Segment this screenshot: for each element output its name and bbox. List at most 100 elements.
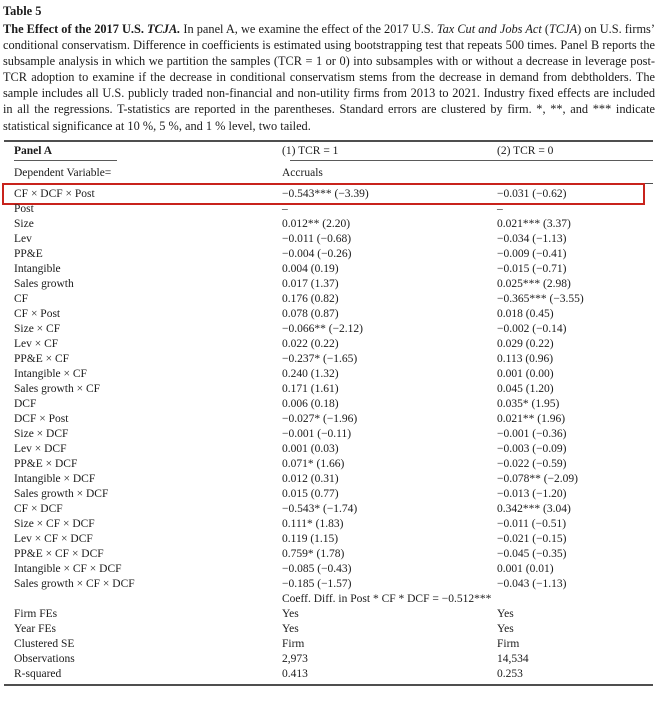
row-value-tcr1: 0.078 (0.87) — [282, 307, 339, 320]
table-row: Size × DCF −0.001 (−0.11) −0.001 (−0.36) — [4, 427, 653, 442]
row-label: DCF × Post — [14, 412, 69, 425]
row-value-tcr1: 0.111* (1.83) — [282, 517, 344, 530]
row-value-tcr1: Yes — [282, 607, 299, 620]
row-label: Size — [14, 217, 34, 230]
row-value-tcr0: 0.045 (1.20) — [497, 382, 554, 395]
row-label: DCF — [14, 397, 37, 410]
table-row: Clustered SE Firm Firm — [4, 637, 653, 652]
row-value-tcr0: −0.001 (−0.36) — [497, 427, 567, 440]
row-value-tcr0: −0.011 (−0.51) — [497, 517, 567, 530]
row-value-tcr1: 0.759* (1.78) — [282, 547, 345, 560]
table-row: Size × CF −0.066** (−2.12) −0.002 (−0.14) — [4, 322, 653, 337]
row-value-tcr1: −0.001 (−0.11) — [282, 427, 352, 440]
table-row: CF × DCF −0.543* (−1.74) 0.342*** (3.04) — [4, 502, 653, 517]
row-label: CF — [14, 292, 29, 305]
table-row: Firm FEs Yes Yes — [4, 607, 653, 622]
row-value-tcr1: 0.022 (0.22) — [282, 337, 339, 350]
row-value-tcr1: 0.012 (0.31) — [282, 472, 339, 485]
row-value-tcr1: 0.012** (2.20) — [282, 217, 351, 230]
row-label: Lev × DCF — [14, 442, 67, 455]
row-label: Intangible × CF × DCF — [14, 562, 122, 575]
table-row: Size × CF × DCF 0.111* (1.83) −0.011 (−0.5… — [4, 517, 653, 532]
row-value-tcr0 — [497, 592, 653, 607]
table-row: Coeff. Diff. in Post * CF * DCF = −0.512… — [4, 592, 653, 607]
table-row: Intangible × CF × DCF −0.085 (−0.43) 0.001… — [4, 562, 653, 577]
row-label: Intangible × DCF — [14, 472, 96, 485]
row-label: Intangible — [14, 262, 61, 275]
table-row: PP&E × CF −0.237* (−1.65) 0.113 (0.96) — [4, 352, 653, 367]
table-row: Intangible 0.004 (0.19) −0.015 (−0.71) — [4, 262, 653, 277]
row-label: Intangible × CF — [14, 367, 87, 380]
caption-body: In panel A, we examine the effect of the… — [180, 22, 437, 36]
row-value-tcr1: 0.119 (1.15) — [282, 532, 339, 545]
row-value-tcr0: 0.035* (1.95) — [497, 397, 560, 410]
row-label: Sales growth × CF — [14, 382, 101, 395]
rule-under-panel-a — [14, 159, 117, 162]
caption-body: ( — [541, 22, 549, 36]
paper-page: Table 5 The Effect of the 2017 U.S. TCJA… — [2, 4, 655, 686]
table-body: CF × DCF × Post −0.543*** (−3.39) −0.031 (… — [2, 183, 653, 682]
table-row: R-squared 0.413 0.253 — [4, 667, 653, 682]
table-row: Lev × DCF 0.001 (0.03) −0.003 (−0.09) — [4, 442, 653, 457]
row-value-tcr1: 0.413 — [282, 667, 308, 680]
row-value-tcr1: Yes — [282, 622, 299, 635]
row-label: Size × DCF — [14, 427, 69, 440]
row-value-tcr0: −0.031 (−0.62) — [497, 187, 567, 200]
row-value-tcr0: −0.078** (−2.09) — [497, 472, 579, 485]
row-value-tcr0: 0.025*** (2.98) — [497, 277, 571, 290]
row-label: CF × DCF × Post — [14, 187, 95, 200]
row-value-tcr1: 0.071* (1.66) — [282, 457, 345, 470]
row-value-tcr0: −0.021 (−0.15) — [497, 532, 567, 545]
rule-under-columns — [290, 159, 653, 162]
caption-bold-lead: The Effect of the 2017 U.S. — [3, 22, 148, 36]
column-header-tcr1: (1) TCR = 1 — [282, 144, 339, 157]
column-header-tcr0: (2) TCR = 0 — [497, 144, 554, 157]
table-row: Sales growth × DCF 0.015 (0.77) −0.013 (−1… — [4, 487, 653, 502]
row-value-tcr0: 14,534 — [497, 652, 529, 665]
row-label: Lev × CF × DCF — [14, 532, 93, 545]
row-value-tcr1: 0.176 (0.82) — [282, 292, 339, 305]
regression-table: Panel A (1) TCR = 1 (2) TCR = 0 Dependen… — [2, 139, 653, 686]
row-value-tcr1: −0.066** (−2.12) — [282, 322, 364, 335]
caption-body: ) on U.S. firms’ conditional conservatis… — [3, 22, 655, 133]
row-value-tcr1: −0.185 (−1.57) — [282, 577, 352, 590]
table-row: Sales growth × CF × DCF −0.185 (−1.57) −0.… — [4, 577, 653, 592]
table-row: Post – – — [4, 202, 653, 217]
row-value-tcr1: Coeff. Diff. in Post * CF * DCF = −0.512… — [282, 592, 492, 605]
row-label: Size × CF — [14, 322, 61, 335]
dependent-variable-value: Accruals — [282, 166, 323, 179]
table-header-row-groups: Panel A (1) TCR = 1 (2) TCR = 0 — [4, 142, 653, 159]
caption-italic-act-name: Tax Cut and Jobs Act — [436, 22, 542, 36]
table-row: PP&E −0.004 (−0.26) −0.009 (−0.41) — [4, 247, 653, 262]
row-label: Lev × CF — [14, 337, 59, 350]
row-label: Firm FEs — [14, 607, 58, 620]
table-row: Lev × CF × DCF 0.119 (1.15) −0.021 (−0.15) — [4, 532, 653, 547]
table-row: Lev × CF 0.022 (0.22) 0.029 (0.22) — [4, 337, 653, 352]
row-value-tcr0: 0.001 (0.01) — [497, 562, 554, 575]
row-value-tcr1: 0.017 (1.37) — [282, 277, 339, 290]
row-value-tcr1: −0.237* (−1.65) — [282, 352, 358, 365]
row-value-tcr0: 0.253 — [497, 667, 523, 680]
row-value-tcr0: −0.013 (−1.20) — [497, 487, 567, 500]
row-value-tcr0: 0.021*** (3.37) — [497, 217, 571, 230]
row-label: Sales growth × DCF — [14, 487, 109, 500]
table-row: DCF × Post −0.027* (−1.96) 0.021** (1.96) — [4, 412, 653, 427]
row-label: Year FEs — [14, 622, 56, 635]
row-value-tcr1: 0.240 (1.32) — [282, 367, 339, 380]
row-value-tcr0: −0.009 (−0.41) — [497, 247, 567, 260]
row-value-tcr1: 0.001 (0.03) — [282, 442, 339, 455]
row-value-tcr0: −0.043 (−1.13) — [497, 577, 567, 590]
row-value-tcr0: −0.022 (−0.59) — [497, 457, 567, 470]
row-value-tcr1: Firm — [282, 637, 305, 650]
row-value-tcr0: −0.365*** (−3.55) — [497, 292, 584, 305]
table-number: Table 5 — [3, 4, 42, 18]
row-value-tcr1: 2,973 — [282, 652, 308, 665]
row-value-tcr1: −0.543* (−1.74) — [282, 502, 358, 515]
row-value-tcr0: 0.113 (0.96) — [497, 352, 554, 365]
table-row: CF 0.176 (0.82) −0.365*** (−3.55) — [4, 292, 653, 307]
row-value-tcr0: Yes — [497, 622, 514, 635]
row-value-tcr0: −0.034 (−1.13) — [497, 232, 567, 245]
row-value-tcr0: 0.018 (0.45) — [497, 307, 554, 320]
row-value-tcr0: 0.001 (0.00) — [497, 367, 554, 380]
row-value-tcr0: Firm — [497, 637, 520, 650]
